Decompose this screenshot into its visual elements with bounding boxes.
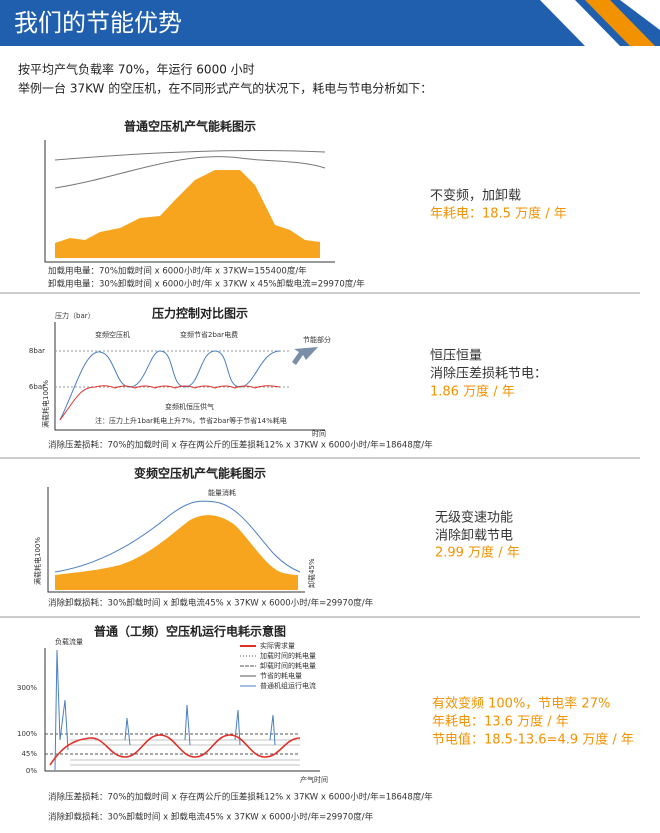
legend-label: 加载时间的耗电量 — [260, 651, 316, 660]
axis-tick: 45% — [21, 750, 37, 758]
label: 注：压力上升1bar耗电上升7%，节省2bar等于节省14%耗电 — [95, 416, 287, 425]
energy-area — [55, 515, 298, 590]
curve — [54, 156, 326, 189]
pressure-curve — [59, 385, 281, 421]
chart-title: 压力控制对比图示 — [152, 306, 248, 321]
pressure-curve — [59, 350, 281, 421]
label: 变频空压机 — [95, 330, 130, 339]
energy-curve — [54, 500, 301, 573]
side-text: 无级变速功能 — [435, 510, 513, 526]
side-highlight: 节电值：18.5-13.6=4.9 万度 / 年 — [432, 732, 634, 748]
side-highlight: 1.86 万度 / 年 — [430, 384, 515, 400]
header-stripe — [540, 0, 620, 46]
note: 加载用电量：70%加载时间 x 6000小时/年 x 37KW=155400度/… — [48, 266, 307, 277]
chart-title: 普通（工频）空压机运行电耗示意图 — [94, 624, 286, 639]
side-text: 不变频，加卸载 — [430, 188, 521, 204]
demand-curve — [49, 734, 301, 766]
label: 能量消耗 — [208, 488, 236, 497]
axis-tick: 6bar — [29, 383, 45, 391]
intro: 按平均产气负载率 70%，年运行 6000 小时 — [18, 62, 255, 77]
axis-label: 负载流量 — [55, 637, 83, 646]
side-highlight: 有效变频 100%，节电率 27% — [432, 696, 610, 712]
header-stripe — [620, 0, 660, 30]
note: 消除压差损耗：70%的加载时间 x 存在两公斤的压差损耗12% x 37KW x… — [48, 440, 433, 451]
energy-area — [55, 170, 320, 258]
side-highlight: 2.99 万度 / 年 — [435, 545, 520, 561]
side-text: 消除压差损耗节电： — [430, 367, 547, 382]
label: 节能部分 — [303, 335, 331, 344]
axis-label: 满载耗电100% — [33, 537, 42, 585]
axis-tick: 0% — [26, 767, 37, 775]
note: 卸载用电量：30%卸载时间 x 6000小时/年 x 37KW x 45%卸载电… — [48, 279, 365, 290]
axis-label: 满载耗电100% — [41, 380, 50, 428]
axis-tick: 100% — [17, 730, 37, 738]
chart-title: 变频空压机产气能耗图示 — [134, 466, 266, 481]
side-highlight: 年耗电：13.6 万度 / 年 — [432, 714, 569, 730]
chart-title: 普通空压机产气能耗图示 — [124, 119, 256, 134]
axis-tick: 8bar — [29, 347, 45, 355]
legend-label: 节省的耗电量 — [260, 671, 302, 680]
axis-tick: 300% — [17, 684, 37, 692]
hatch — [70, 739, 300, 766]
header-stripe — [585, 0, 655, 46]
label: 变频节省2bar电费 — [180, 330, 238, 339]
axis — [44, 140, 335, 263]
note: 消除卸载损耗：30%卸载时间 x 卸载电流45% x 37KW x 6000小时… — [48, 812, 374, 823]
curve — [54, 149, 326, 161]
axis-label: 时间 — [312, 429, 326, 438]
side-highlight: 年耗电：18.5 万度 / 年 — [430, 206, 567, 222]
axis-label: 产气时间 — [300, 775, 328, 784]
legend-label: 卸载时间的耗电量 — [260, 661, 316, 670]
side-text: 恒压恒量 — [430, 349, 482, 364]
axis-label: 压力（bar） — [55, 311, 95, 320]
side-text: 消除卸载节电 — [435, 528, 513, 544]
legend-label: 普通机组运行电流 — [260, 681, 316, 690]
note: 消除卸载损耗：30%卸载时间 x 卸载电流45% x 37KW x 6000小时… — [48, 598, 374, 609]
page-title: 我们的节能优势 — [14, 9, 182, 37]
axis — [54, 322, 325, 431]
axis — [44, 648, 320, 772]
note: 消除压差损耗：70%的加载时间 x 存在两公斤的压差损耗12% x 37KW x… — [48, 792, 433, 803]
intro: 举例一台 37KW 的空压机，在不同形式产气的状况下，耗电与节电分析如下： — [18, 81, 432, 96]
axis — [47, 487, 305, 593]
legend-label: 实际需求量 — [260, 641, 295, 650]
label: 卸载45% — [307, 558, 316, 588]
current-curve — [54, 649, 276, 771]
arrow — [292, 347, 318, 365]
label: 变频机恒压供气 — [165, 402, 214, 411]
